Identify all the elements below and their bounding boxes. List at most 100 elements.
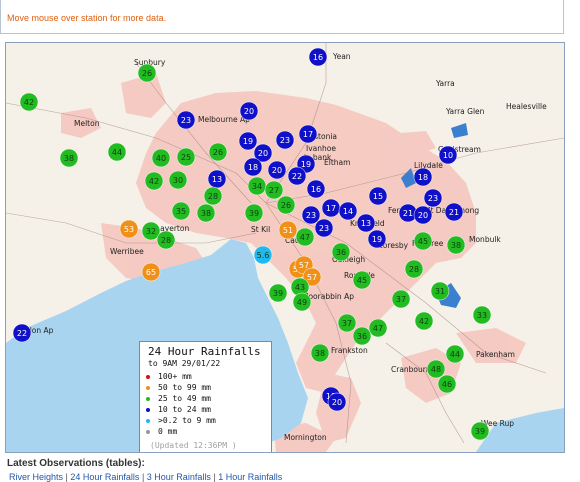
station-dot[interactable] [239,101,259,121]
station-dot[interactable] [144,171,164,191]
rain-station-marker[interactable]: 42 [19,92,39,112]
rain-station-marker[interactable]: 23 [423,188,443,208]
rain-station-marker[interactable]: 45 [413,231,433,251]
station-dot[interactable] [338,201,358,221]
rain-station-marker[interactable]: 40 [151,148,171,168]
rain-station-marker[interactable]: 34 [247,176,267,196]
map-canvas[interactable]: Sunbury Yean Healesville Yarra Glen Melton Me… [6,43,564,452]
station-dot[interactable] [356,213,376,233]
rain-station-marker[interactable]: 18 [413,167,433,187]
rain-station-marker[interactable]: 32 [141,221,161,241]
station-dot[interactable] [276,195,296,215]
rain-station-marker[interactable]: 20 [413,205,433,225]
rain-station-marker[interactable]: 20 [267,160,287,180]
station-dot[interactable] [19,92,39,112]
rain-station-marker[interactable]: 27 [264,180,284,200]
station-dot[interactable] [203,186,223,206]
rain-station-marker[interactable]: 23 [314,218,334,238]
rain-station-marker[interactable]: 28 [203,186,223,206]
station-dot[interactable] [352,270,372,290]
station-dot[interactable] [141,262,161,282]
rain-station-marker[interactable]: 28 [404,259,424,279]
rain-station-marker[interactable]: 26 [276,195,296,215]
station-dot[interactable] [430,281,450,301]
rain-station-marker[interactable]: 20 [327,392,347,412]
rain-station-marker[interactable]: 42 [144,171,164,191]
rain-station-marker[interactable]: 26 [208,142,228,162]
rain-station-marker[interactable]: 13 [356,213,376,233]
station-dot[interactable] [141,221,161,241]
station-dot[interactable] [253,245,273,265]
rain-station-marker[interactable]: 44 [107,142,127,162]
rain-station-marker[interactable]: 38 [310,343,330,363]
rain-station-marker[interactable]: 19 [367,229,387,249]
station-dot[interactable] [287,166,307,186]
rain-station-marker[interactable]: 16 [308,47,328,67]
station-dot[interactable] [337,313,357,333]
station-dot[interactable] [264,180,284,200]
station-dot[interactable] [267,160,287,180]
station-dot[interactable] [119,219,139,239]
rain-station-marker[interactable]: 33 [472,305,492,325]
rain-station-marker[interactable]: 42 [414,311,434,331]
link-river-heights[interactable]: River Heights [9,472,64,482]
station-dot[interactable] [423,188,443,208]
station-dot[interactable] [275,130,295,150]
rain-station-marker[interactable]: 30 [168,170,188,190]
rain-station-marker[interactable]: 31 [430,281,450,301]
station-dot[interactable] [107,142,127,162]
station-dot[interactable] [244,203,264,223]
rain-station-marker[interactable]: 65 [141,262,161,282]
station-dot[interactable] [168,170,188,190]
station-dot[interactable] [368,186,388,206]
station-dot[interactable] [413,167,433,187]
station-dot[interactable] [298,124,318,144]
rain-station-marker[interactable]: 57 [302,267,322,287]
station-dot[interactable] [352,326,372,346]
rain-station-marker[interactable]: 20 [253,143,273,163]
rain-station-marker[interactable]: 48 [426,359,446,379]
station-dot[interactable] [470,421,490,441]
rain-station-marker[interactable]: 18 [243,157,263,177]
rain-station-marker[interactable]: 25 [176,147,196,167]
rain-station-marker[interactable]: 16 [306,179,326,199]
rain-station-marker[interactable]: 38 [59,148,79,168]
rain-station-marker[interactable]: 36 [331,242,351,262]
station-dot[interactable] [176,110,196,130]
rain-station-marker[interactable]: 17 [321,198,341,218]
rain-station-marker[interactable]: 22 [12,323,32,343]
rain-station-marker[interactable]: 38 [196,203,216,223]
rain-station-marker[interactable]: 21 [444,202,464,222]
rain-station-marker[interactable]: 14 [338,201,358,221]
rain-station-marker[interactable]: 38 [446,235,466,255]
station-dot[interactable] [308,47,328,67]
station-dot[interactable] [413,231,433,251]
rain-station-marker[interactable]: 36 [352,326,372,346]
station-dot[interactable] [414,311,434,331]
link-1-hour-rainfalls[interactable]: 1 Hour Rainfalls [218,472,283,482]
station-dot[interactable] [278,220,298,240]
rain-station-marker[interactable]: 15 [368,186,388,206]
rain-station-marker[interactable]: 23 [176,110,196,130]
station-dot[interactable] [238,131,258,151]
rain-station-marker[interactable]: 39 [268,283,288,303]
rain-station-marker[interactable]: 37 [337,313,357,333]
rain-station-marker[interactable]: 5.6 [253,245,273,265]
rain-station-marker[interactable]: 45 [352,270,372,290]
station-dot[interactable] [367,229,387,249]
station-dot[interactable] [156,230,176,250]
rain-station-marker[interactable]: 51 [278,220,298,240]
station-dot[interactable] [438,145,458,165]
station-dot[interactable] [426,359,446,379]
rain-station-marker[interactable]: 10 [438,145,458,165]
rain-station-marker[interactable]: 22 [287,166,307,186]
rain-station-marker[interactable]: 53 [119,219,139,239]
station-dot[interactable] [208,142,228,162]
station-dot[interactable] [171,201,191,221]
station-dot[interactable] [306,179,326,199]
station-dot[interactable] [446,235,466,255]
station-dot[interactable] [314,218,334,238]
rain-station-marker[interactable]: 47 [368,318,388,338]
rain-station-marker[interactable]: 20 [239,101,259,121]
rain-station-marker[interactable]: 35 [171,201,191,221]
